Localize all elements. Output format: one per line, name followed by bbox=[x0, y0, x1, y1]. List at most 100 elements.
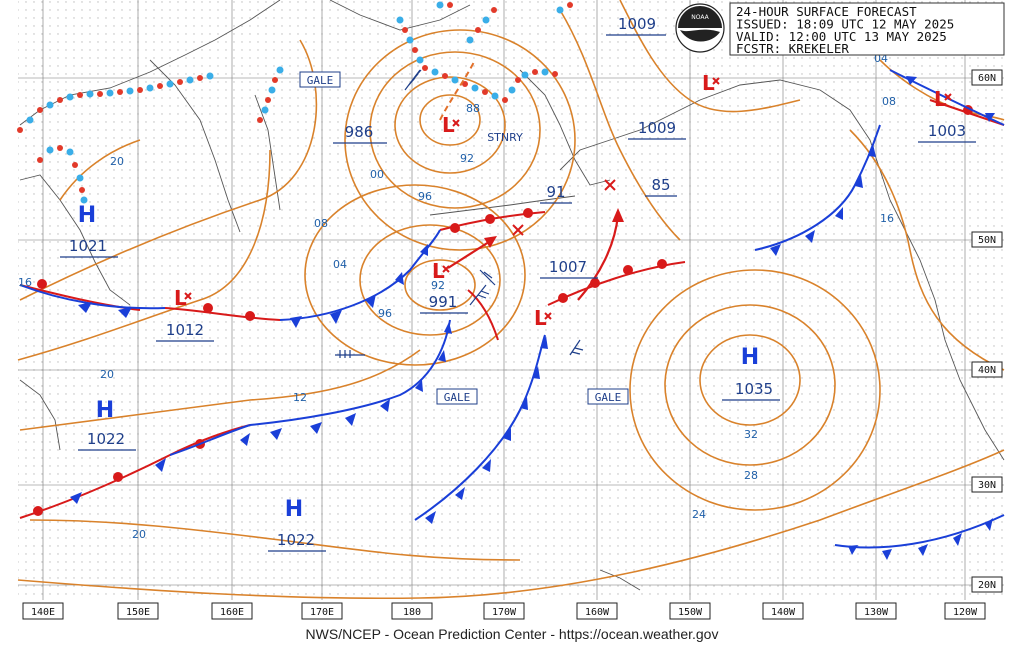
high-symbols: H H H H bbox=[78, 203, 759, 522]
svg-text:L: L bbox=[702, 71, 715, 95]
latitude-tick-box bbox=[971, 231, 1003, 248]
pressure-label: 1012 bbox=[166, 321, 204, 339]
latitude-label: 20N bbox=[978, 580, 996, 591]
low-aleut-icon: L bbox=[534, 306, 552, 330]
svg-text:L: L bbox=[934, 87, 947, 111]
longitude-tick-box bbox=[483, 602, 525, 620]
high-sw-icon: H bbox=[285, 497, 303, 522]
longitude-tick-box bbox=[855, 602, 897, 620]
longitude-tick-box bbox=[301, 602, 343, 620]
isobar-label: 16 bbox=[18, 276, 32, 289]
pressure-labels: 1021 1022 1022 1035 986 1012 991 1007 10… bbox=[60, 15, 976, 552]
cold-fronts bbox=[19, 69, 1005, 560]
latitude-tick-box bbox=[971, 576, 1003, 593]
header-title: 24-HOUR SURFACE FORECAST bbox=[736, 4, 917, 19]
longitude-label: 150W bbox=[678, 607, 703, 618]
pressure-label: 91 bbox=[546, 183, 565, 201]
longitude-label: 160E bbox=[220, 607, 244, 618]
longitude-label: 130W bbox=[864, 607, 889, 618]
pressure-label: 1022 bbox=[87, 430, 125, 448]
longitude-label: 150E bbox=[126, 607, 150, 618]
high-w-icon: H bbox=[96, 398, 114, 423]
storm-track-arrows bbox=[447, 179, 624, 301]
longitude-label: 170E bbox=[310, 607, 334, 618]
pressure-label: 1021 bbox=[69, 237, 107, 255]
longitude-axis: 140E 150E 160E 170E 180 170W 160W 150W 140W 130W 1… bbox=[18, 600, 1004, 626]
isobar-label: 08 bbox=[882, 95, 896, 108]
latitude-tick-box bbox=[971, 476, 1003, 493]
pressure-label: 1009 bbox=[638, 119, 676, 137]
coastlines bbox=[19, 0, 1005, 591]
isobar-label: 04 bbox=[333, 258, 347, 271]
pressure-label: 1009 bbox=[618, 15, 656, 33]
svg-text:L: L bbox=[442, 113, 455, 137]
header-valid: VALID: 12:00 UTC 13 MAY 2025 bbox=[736, 29, 947, 44]
low-main-icon: L bbox=[432, 259, 450, 283]
isobar-label: 00 bbox=[370, 168, 384, 181]
noaa-logo-text: NOAA bbox=[691, 14, 709, 21]
isobar-label: 88 bbox=[466, 102, 480, 115]
pressure-label: 1007 bbox=[549, 258, 587, 276]
isobar-label: 32 bbox=[744, 428, 758, 441]
isobar-label: 28 bbox=[744, 469, 758, 482]
dot-grid bbox=[18, 0, 1004, 600]
noaa-logo: NOAA bbox=[675, 3, 725, 53]
low-symbols: L L L L L L bbox=[174, 71, 952, 330]
low-ne-icon: L bbox=[934, 87, 952, 111]
isobar-label: 08 bbox=[314, 217, 328, 230]
pressure-label: 85 bbox=[651, 176, 670, 194]
header-forecaster: FCSTR: KREKELER bbox=[736, 41, 849, 56]
latitude-label: 50N bbox=[978, 235, 996, 246]
gale-label: GALE bbox=[595, 391, 622, 404]
svg-text:L: L bbox=[534, 306, 547, 330]
gale-warnings: GALE GALE GALE bbox=[299, 71, 629, 405]
latitude-tick-box bbox=[971, 69, 1003, 86]
isobar-label: 92 bbox=[431, 279, 445, 292]
isobars bbox=[17, 0, 1005, 600]
header-issued: ISSUED: 18:09 UTC 12 MAY 2025 bbox=[736, 17, 954, 32]
latitude-label: 30N bbox=[978, 480, 996, 491]
isobar-label: 16 bbox=[880, 212, 894, 225]
svg-text:L: L bbox=[432, 259, 445, 283]
longitude-tick-box bbox=[944, 602, 986, 620]
latitude-label: 40N bbox=[978, 365, 996, 376]
latitude-axis: 60N 50N 40N 30N 20N bbox=[971, 69, 1003, 593]
isobar-label: 20 bbox=[110, 155, 124, 168]
high-nw-icon: H bbox=[78, 203, 96, 228]
low-gulf-icon: L bbox=[702, 71, 720, 95]
longitude-label: 140E bbox=[31, 607, 55, 618]
latitude-label: 60N bbox=[978, 73, 996, 84]
pressure-label: 986 bbox=[345, 123, 374, 141]
longitude-tick-box bbox=[391, 602, 433, 620]
longitude-tick-box bbox=[762, 602, 804, 620]
pressure-label: 1035 bbox=[735, 380, 773, 398]
longitude-tick-box bbox=[22, 602, 64, 620]
troughs bbox=[439, 59, 499, 341]
low-kam-icon: L bbox=[174, 286, 192, 310]
longitude-tick-box bbox=[669, 602, 711, 620]
longitude-tick-box bbox=[576, 602, 618, 620]
latitude-tick-box bbox=[971, 361, 1003, 378]
isobar-label: 20 bbox=[132, 528, 146, 541]
longitude-tick-box bbox=[211, 602, 253, 620]
isobar-label: 96 bbox=[378, 307, 392, 320]
gale-label: GALE bbox=[444, 391, 471, 404]
gale-label: GALE bbox=[307, 74, 334, 87]
stationary-front-north bbox=[396, 1, 573, 103]
isobar-label: 24 bbox=[692, 508, 706, 521]
high-e-icon: H bbox=[741, 345, 759, 370]
longitude-label: 180 bbox=[403, 607, 421, 618]
longitude-label: 140W bbox=[771, 607, 796, 618]
longitude-label: 170W bbox=[492, 607, 517, 618]
isobar-label: 96 bbox=[418, 190, 432, 203]
pressure-label: 1022 bbox=[277, 531, 315, 549]
isobar-label: 20 bbox=[100, 368, 114, 381]
forecast-header: 24-HOUR SURFACE FORECAST ISSUED: 18:09 U… bbox=[729, 2, 1005, 56]
longitude-label: 160W bbox=[585, 607, 610, 618]
longitude-tick-box bbox=[117, 602, 159, 620]
low-bering-icon: L bbox=[442, 113, 460, 137]
isobar-label: 92 bbox=[460, 152, 474, 165]
pressure-label: 1003 bbox=[928, 122, 966, 140]
isobar-label: 12 bbox=[293, 391, 307, 404]
